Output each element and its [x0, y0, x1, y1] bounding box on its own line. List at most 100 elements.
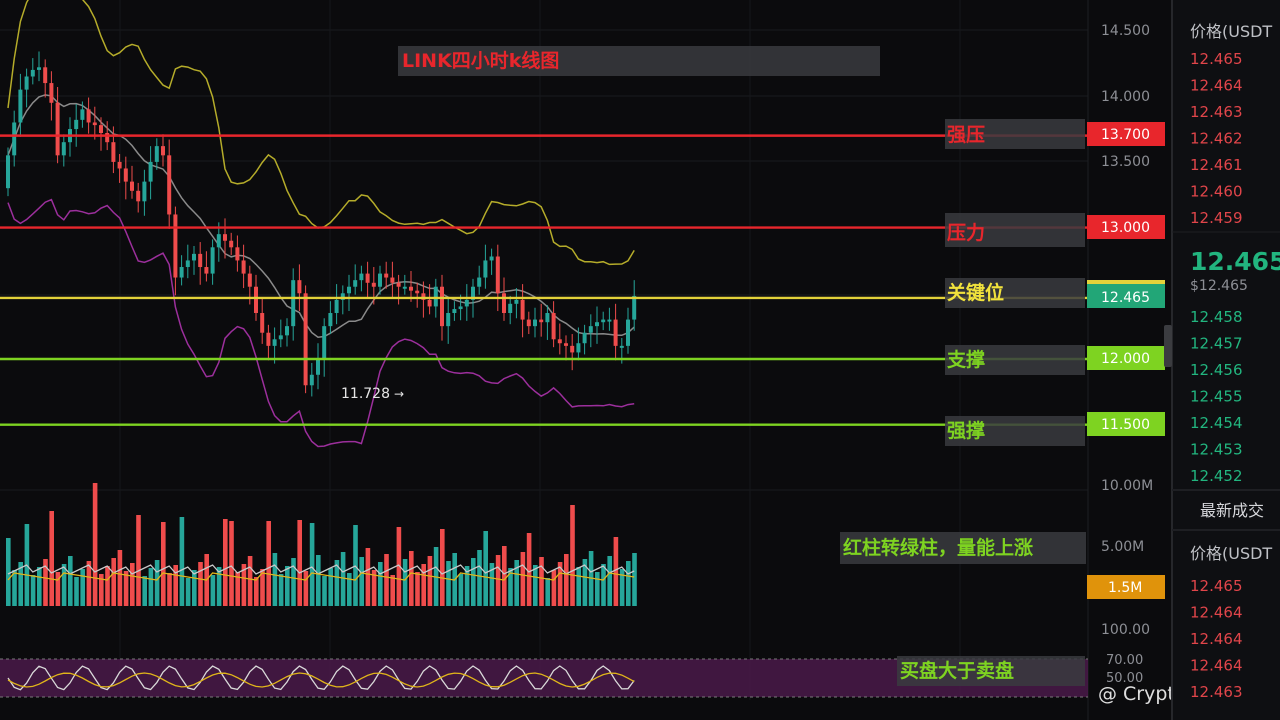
volume-bar: [161, 522, 166, 606]
candle-body: [18, 89, 23, 123]
volume-bar: [371, 570, 377, 606]
volume-bar: [502, 546, 507, 606]
volume-bar: [86, 561, 92, 606]
bid-price: 12.453: [1190, 441, 1243, 459]
candle-body: [99, 125, 103, 133]
trades-tab[interactable]: 最新成交: [1200, 501, 1264, 520]
candle-body: [415, 290, 420, 294]
volume-bar: [80, 569, 85, 606]
candle-body: [80, 109, 85, 120]
order-book-header: 价格(USDT: [1190, 22, 1272, 41]
volume-bar: [173, 565, 178, 606]
volume-bar: [61, 564, 67, 606]
candle-body: [619, 345, 624, 348]
volume-bar: [266, 521, 271, 606]
level-label-resistance: 压力: [947, 221, 985, 244]
bid-price: 12.457: [1190, 335, 1243, 353]
candle-body: [471, 286, 475, 300]
volume-note: 红柱转绿柱，量能上涨: [843, 536, 1033, 559]
candle-body: [12, 122, 17, 156]
last-price-usd: $12.465: [1190, 278, 1248, 294]
candle-body: [409, 286, 413, 291]
candle-body: [495, 256, 500, 294]
candle-body: [117, 161, 122, 169]
panel-resize-handle[interactable]: [1164, 325, 1172, 367]
volume-bar: [179, 517, 185, 606]
volume-bar: [192, 570, 197, 606]
ask-price: 12.461: [1190, 156, 1243, 174]
volume-bar: [105, 566, 110, 606]
volume-bar: [130, 563, 135, 606]
candle-body: [340, 293, 345, 300]
ask-price: 12.460: [1190, 183, 1243, 201]
volume-bar: [409, 551, 414, 606]
candle-body: [446, 313, 451, 327]
level-label-support: 支撑: [946, 348, 985, 371]
volume-bar: [278, 574, 284, 606]
candle-body: [198, 253, 203, 268]
trade-price: 12.464: [1190, 657, 1243, 675]
volume-bar: [551, 570, 557, 606]
candle-body: [148, 161, 153, 182]
price-tag-label: 11.500: [1101, 417, 1150, 433]
candle-body: [514, 299, 519, 304]
ask-price: 12.462: [1190, 130, 1243, 148]
candle-body: [582, 332, 587, 344]
volume-bar: [489, 563, 495, 606]
volume-bar: [43, 559, 48, 606]
order-book-panel: [1172, 0, 1280, 720]
volume-bar: [74, 577, 79, 606]
candle-body: [328, 313, 333, 327]
volume-bar: [260, 569, 265, 606]
candle-body: [365, 273, 370, 283]
volume-bar: [396, 527, 402, 606]
candle-body: [309, 374, 314, 386]
candle-body: [452, 309, 457, 314]
candle-body: [557, 339, 562, 344]
candle-body: [167, 155, 172, 215]
candle-body: [161, 146, 165, 156]
volume-bar: [229, 521, 234, 606]
indicator-tick: 70.00: [1106, 653, 1143, 668]
last-price: 12.465: [1190, 247, 1280, 276]
volume-bar: [117, 550, 123, 606]
candle-body: [489, 256, 494, 261]
candle-body: [142, 181, 147, 202]
volume-bar: [154, 560, 160, 606]
candle-body: [551, 313, 556, 340]
trades-header: 价格(USDT: [1190, 544, 1272, 563]
candle-body: [254, 286, 258, 314]
price-tag: [1087, 412, 1165, 436]
level-label-key: 关键位: [947, 281, 1004, 304]
indicator-line-fast: [7, 665, 635, 691]
candle-body: [260, 313, 265, 333]
candle-body: [185, 260, 190, 268]
candle-body: [402, 286, 407, 289]
indicator-tick: 50.00: [1106, 671, 1143, 686]
candle-body: [576, 343, 581, 353]
arrow-right-icon: →: [394, 387, 404, 401]
volume-bar: [92, 483, 98, 606]
candle-body: [247, 273, 252, 287]
volume-bar: [30, 575, 36, 606]
price-tick: 13.500: [1101, 154, 1150, 170]
volume-bar: [378, 562, 383, 606]
candle-body: [285, 326, 289, 336]
volume-bar: [613, 537, 619, 606]
volume-bar: [533, 565, 538, 606]
volume-bar: [458, 574, 464, 606]
indicator-note: 买盘大于卖盘: [900, 659, 1014, 682]
candle-body: [464, 299, 469, 307]
volume-note-box: [840, 532, 1086, 564]
volume-bar: [55, 572, 61, 606]
volume-bar: [619, 569, 625, 606]
ask-price: 12.465: [1190, 50, 1243, 68]
volume-bar: [136, 515, 141, 606]
trades-list: 12.465 12.464 12.464 12.464 12.463: [1190, 577, 1243, 701]
candle-body: [24, 76, 29, 90]
volume-bar: [570, 505, 575, 606]
price-tag: [1087, 346, 1165, 370]
candle-body: [427, 299, 432, 307]
volume-tick: 5.00M: [1101, 539, 1144, 555]
level-label-box: [945, 416, 1085, 446]
